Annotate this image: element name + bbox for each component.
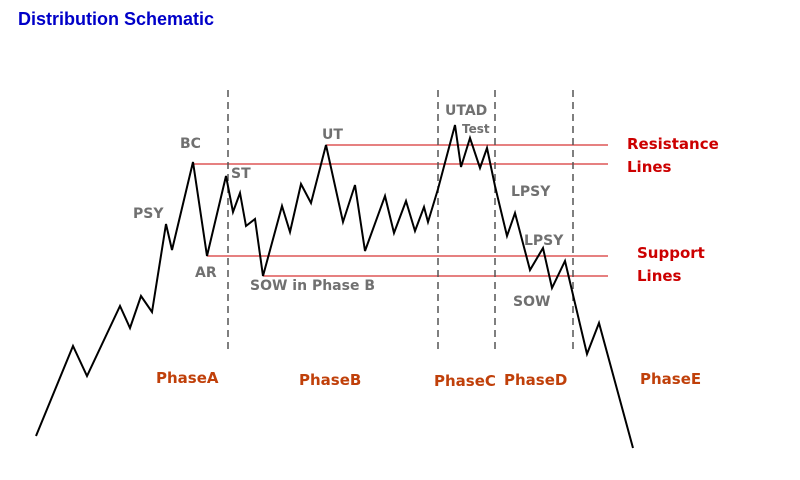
support-label-line2: Lines [637,267,682,285]
phase-label-d: PhaseD [504,371,567,389]
phase-label-c: PhaseC [434,372,496,390]
event-label-st: ST [231,166,251,182]
event-label-sow: SOW [513,294,550,310]
event-label-lpsy-1: LPSY [511,184,551,200]
resistance-label-line2: Lines [627,158,672,176]
event-label-psy: PSY [133,206,164,222]
event-label-lpsy-2: LPSY [524,233,564,249]
price-path [35,124,634,449]
support-label-line1: Support [637,244,705,262]
phase-label-b: PhaseB [299,371,361,389]
event-label-sow-phase-b: SOW in Phase B [250,278,375,294]
event-label-ut: UT [322,127,343,143]
event-label-bc: BC [180,136,201,152]
event-label-test: Test [462,122,490,136]
event-label-ar: AR [195,265,217,281]
diagram-title: Distribution Schematic [18,9,214,29]
resistance-label-line1: Resistance [627,135,719,153]
phase-label-e: PhaseE [640,370,701,388]
phase-label-a: PhaseA [156,369,219,387]
event-label-utad: UTAD [445,103,487,119]
